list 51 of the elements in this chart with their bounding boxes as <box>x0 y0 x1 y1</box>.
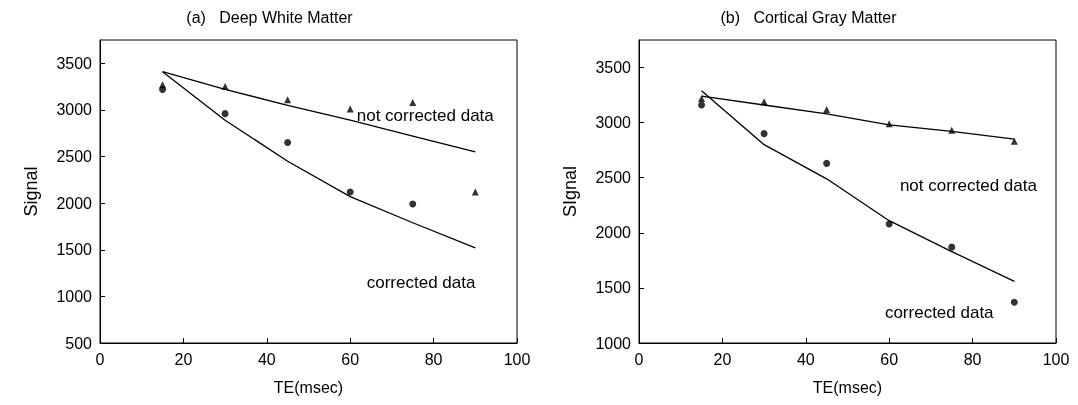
point <box>823 159 831 167</box>
x-tick-label: 40 <box>257 350 276 368</box>
y-tick-label: 1500 <box>56 241 93 259</box>
x-tick-label: 20 <box>174 350 193 368</box>
x-tick-label: 60 <box>880 350 899 368</box>
annotation: corrected data <box>366 272 476 292</box>
point <box>346 188 354 196</box>
x-tick-label: 100 <box>1042 350 1070 368</box>
x-tick-label: 20 <box>713 350 732 368</box>
point <box>698 94 706 102</box>
x-tick-label: 40 <box>796 350 815 368</box>
point <box>760 130 768 138</box>
annotation: not corrected data <box>899 175 1038 195</box>
x-axis-title: TE(msec) <box>273 378 344 396</box>
point <box>1010 298 1018 306</box>
y-tick-label: 1000 <box>56 287 93 305</box>
point <box>948 126 956 134</box>
point <box>221 110 229 118</box>
point <box>284 139 292 147</box>
y-axis-title: Signal <box>21 166 41 217</box>
x-tick-label: 0 <box>95 350 105 368</box>
x-tick-label: 100 <box>503 350 531 368</box>
y-axis-title: SIgnal <box>560 165 580 218</box>
y-tick-label: 2000 <box>56 194 93 212</box>
y-tick-label: 2500 <box>56 148 93 166</box>
y-tick-label: 1000 <box>595 334 632 352</box>
point <box>1010 137 1018 145</box>
y-tick-label: 3500 <box>56 54 93 72</box>
point <box>284 96 292 104</box>
y-tick-label: 3500 <box>595 59 632 77</box>
point <box>409 98 417 106</box>
y-tick-label: 500 <box>65 334 93 352</box>
annotation: not corrected data <box>356 106 495 126</box>
x-tick-label: 80 <box>424 350 443 368</box>
annotation: corrected data <box>884 303 995 323</box>
y-tick-label: 2000 <box>595 224 632 242</box>
point <box>948 243 956 251</box>
y-tick-label: 3000 <box>595 114 632 132</box>
point <box>698 101 706 109</box>
y-tick-label: 3000 <box>56 101 93 119</box>
y-tick-label: 2500 <box>595 169 632 187</box>
point <box>409 200 417 208</box>
chart-title: (b) Cortical Gray Matter <box>720 8 898 26</box>
x-tick-label: 80 <box>963 350 982 368</box>
chart-title: (a) Deep White Matter <box>186 8 354 26</box>
x-tick-label: 0 <box>634 350 644 368</box>
point <box>159 85 167 93</box>
x-axis-title: TE(msec) <box>812 378 883 396</box>
x-tick-label: 60 <box>341 350 360 368</box>
point <box>823 105 831 113</box>
y-tick-label: 1500 <box>595 279 632 297</box>
